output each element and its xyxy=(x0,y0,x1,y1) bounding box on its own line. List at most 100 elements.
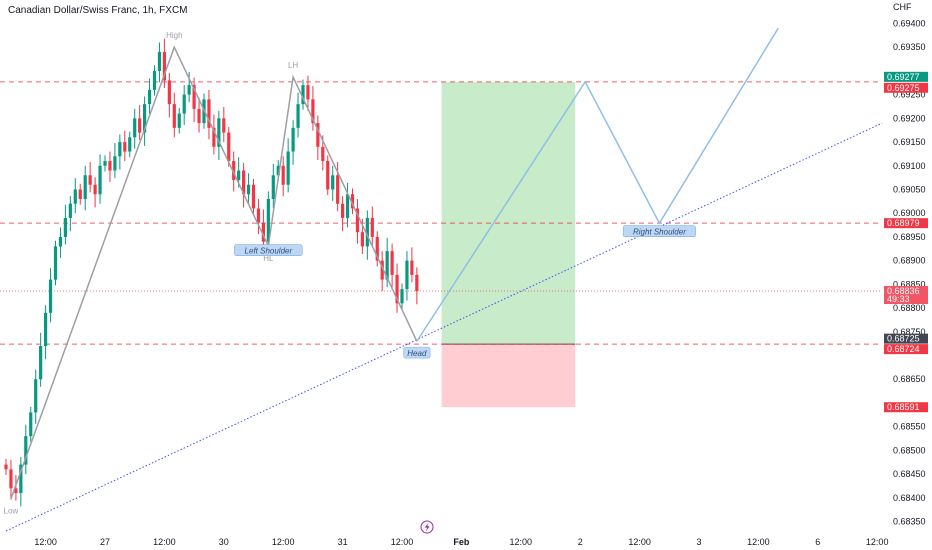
candle xyxy=(400,283,404,310)
candle xyxy=(162,38,166,88)
candle-body xyxy=(39,346,43,380)
candle-body xyxy=(276,165,280,176)
annotation-label: Left Shoulder xyxy=(234,244,303,256)
x-tick-label: Feb xyxy=(453,537,470,547)
candle xyxy=(345,182,350,228)
candle-body xyxy=(232,161,236,181)
candle xyxy=(246,173,251,204)
time-axis[interactable]: 12:00 27 12:00 30 12:00 31 12:00 Feb 12:00 2 12:00… xyxy=(34,537,888,547)
candle-body xyxy=(246,184,251,195)
y-tick-label: 0.69200 xyxy=(893,113,926,123)
candle xyxy=(83,165,87,211)
candle-body xyxy=(177,113,181,128)
candle xyxy=(157,42,162,83)
candle-body xyxy=(88,175,92,185)
loss-zone[interactable] xyxy=(441,344,576,408)
candle xyxy=(370,206,374,247)
x-tick-label: 6 xyxy=(815,537,820,547)
y-tick-label: 0.69150 xyxy=(893,137,926,147)
candle-body xyxy=(321,146,325,162)
candle xyxy=(212,114,216,155)
price-tag-bg xyxy=(884,71,928,82)
x-tick-label: 12:00 xyxy=(747,537,770,547)
candle-body xyxy=(68,203,72,218)
candle xyxy=(306,75,310,111)
trendline[interactable] xyxy=(5,122,883,532)
candle xyxy=(167,72,171,118)
candle xyxy=(192,77,196,123)
candle-body xyxy=(350,194,355,209)
candle-body xyxy=(341,203,345,218)
candle xyxy=(227,126,231,167)
pattern-annotations: Left Shoulder Head Right Shoulder xyxy=(234,225,696,359)
price-tag-bg xyxy=(884,218,928,229)
y-tick-label: 0.68550 xyxy=(893,422,926,432)
candle-body xyxy=(19,464,23,494)
candle-body xyxy=(360,232,364,247)
candle-body xyxy=(365,217,369,247)
candle xyxy=(34,369,38,424)
candle xyxy=(19,457,23,507)
price-tag-value: 0.68836 xyxy=(887,286,920,296)
candle-body xyxy=(162,51,166,81)
candle-body xyxy=(311,99,315,124)
candle xyxy=(261,209,265,250)
candle xyxy=(251,179,256,215)
candle-body xyxy=(182,94,186,114)
candle xyxy=(182,85,186,125)
candle xyxy=(58,227,63,258)
candle xyxy=(355,198,360,244)
candle xyxy=(286,138,290,193)
projection-path[interactable] xyxy=(416,27,779,342)
annotation-box xyxy=(234,244,303,256)
event-marker[interactable] xyxy=(420,520,434,534)
candle xyxy=(133,108,137,149)
candle-body xyxy=(415,274,419,291)
profit-zone[interactable] xyxy=(441,81,576,345)
currency-label: CHF xyxy=(893,2,912,12)
candle xyxy=(311,86,315,131)
candle xyxy=(29,406,33,442)
annotation-text: Head xyxy=(407,349,427,358)
candle-body xyxy=(212,127,216,147)
y-tick-label: 0.69400 xyxy=(893,18,926,28)
candle-body xyxy=(316,123,320,147)
candle-body xyxy=(44,312,48,347)
candle-body xyxy=(93,184,97,195)
x-tick-label: 27 xyxy=(100,537,110,547)
chart-title: Canadian Dollar/Swiss Franc, 1h, FXCM xyxy=(8,5,188,16)
candle-body xyxy=(138,118,142,133)
candle-body xyxy=(14,488,18,494)
candle xyxy=(4,458,8,476)
candle-body xyxy=(370,217,374,237)
long-position-tool[interactable] xyxy=(441,81,576,408)
annotation-label: Head xyxy=(403,346,431,359)
projected-path[interactable] xyxy=(416,27,779,342)
candle xyxy=(415,267,419,305)
candle-body xyxy=(296,104,300,128)
candle-body xyxy=(157,51,162,71)
candle xyxy=(103,155,107,172)
price-tag: 0.68724 xyxy=(884,344,928,355)
price-tag: 0.69277 xyxy=(884,71,928,82)
price-axis[interactable]: CHF 0.68350 0.68400 0.68450 0.68500 0.68550 0.… xyxy=(893,2,926,527)
candle-body xyxy=(73,189,77,204)
candle-body xyxy=(29,412,33,437)
candle xyxy=(24,424,28,475)
candle xyxy=(291,120,295,165)
candle xyxy=(53,240,58,286)
candle-body xyxy=(400,289,404,304)
candle-body xyxy=(128,137,132,152)
candle xyxy=(350,188,355,215)
candle-body xyxy=(192,85,196,109)
candle-body xyxy=(301,85,305,105)
x-tick-label: 12:00 xyxy=(34,537,57,547)
ascending-trendline[interactable] xyxy=(5,122,883,532)
zigzag-pattern[interactable]: LowHighHLLHLOW xyxy=(4,31,427,516)
x-tick-label: 31 xyxy=(338,537,348,547)
horizontal-levels xyxy=(0,81,882,345)
candle-body xyxy=(53,246,58,280)
pattern-point-label: LH xyxy=(288,61,298,70)
